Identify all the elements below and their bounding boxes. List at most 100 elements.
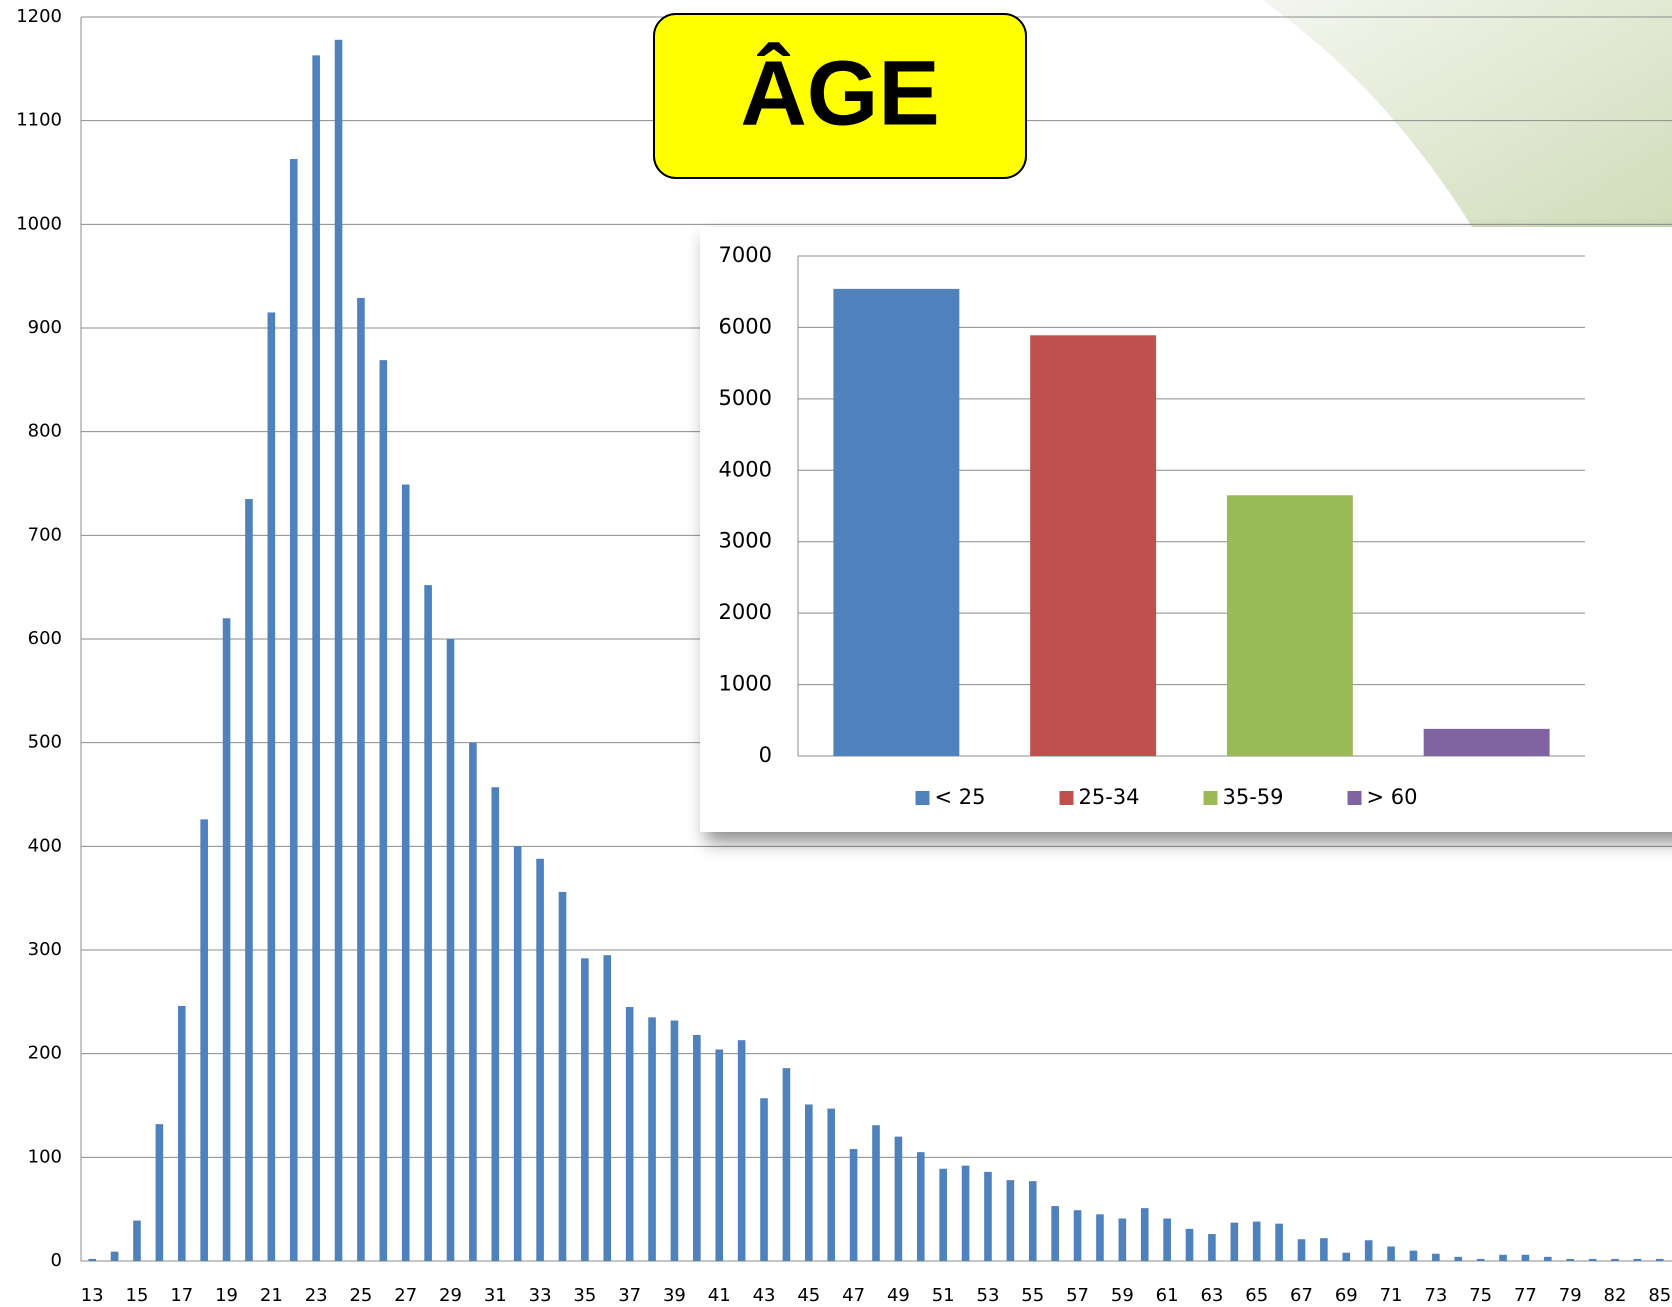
y-tick-label: 200 [28,1043,62,1064]
x-tick-label: 43 [753,1285,776,1306]
x-tick-label: 15 [126,1285,149,1306]
x-tick-label: 35 [573,1285,596,1306]
bar [1140,1208,1149,1261]
x-tick-label: 57 [1066,1285,1089,1306]
bar [513,846,522,1261]
bar [670,1020,679,1261]
bar [1226,495,1353,756]
bar [1006,1180,1015,1261]
bar [1423,728,1550,756]
bar [1364,1240,1373,1261]
y-tick-label: 1100 [16,110,62,131]
x-tick-label: 55 [1021,1285,1044,1306]
x-tick-label: 27 [394,1285,417,1306]
x-tick-label: 82 [1604,1285,1627,1306]
title-box [653,13,1027,179]
bar [155,1124,164,1261]
bar [648,1017,656,1261]
bar [1073,1210,1082,1261]
x-tick-label: 75 [1469,1285,1492,1306]
y-tick-label: 1000 [16,213,62,234]
bar [833,288,960,756]
bar [222,618,231,1261]
x-tick-label: 29 [439,1285,462,1306]
legend-label: 25-34 [1079,785,1140,809]
x-tick-label: 49 [887,1285,910,1306]
bar [760,1098,768,1261]
x-tick-label: 51 [932,1285,955,1306]
y-tick-label: 2000 [719,600,772,624]
bar [1252,1221,1261,1261]
legend-label: 35-59 [1223,785,1284,809]
bar [894,1136,903,1261]
y-tick-label: 0 [759,743,772,767]
y-tick-label: 0 [51,1250,62,1271]
bar [289,159,298,1262]
y-tick-label: 600 [28,628,62,649]
x-tick-label: 65 [1245,1285,1268,1306]
y-tick-label: 1200 [16,6,62,27]
bar [916,1152,925,1261]
bar [558,891,567,1261]
chart-title: ÂGE [740,41,939,144]
legend-swatch [1203,791,1218,805]
bar [737,1040,746,1261]
x-tick-label: 63 [1200,1285,1223,1306]
x-tick-label: 67 [1290,1285,1313,1306]
bar [715,1049,724,1261]
bar [961,1165,970,1261]
bar [1028,1181,1037,1261]
bar [984,1171,992,1261]
legend-label: > 60 [1367,785,1418,809]
x-tick-label: 61 [1156,1285,1179,1306]
bar [1544,1256,1552,1261]
bar [939,1168,947,1261]
bar [1454,1256,1463,1261]
bar [1208,1234,1216,1261]
legend-label: < 25 [935,785,986,809]
x-tick-label: 33 [529,1285,552,1306]
y-tick-label: 300 [28,939,62,960]
x-tick-label: 37 [618,1285,641,1306]
x-tick-label: 41 [708,1285,731,1306]
bar [1342,1252,1351,1261]
x-tick-label: 13 [81,1285,104,1306]
x-tick-label: 45 [797,1285,820,1306]
bar [1409,1250,1418,1261]
bar [133,1220,141,1261]
y-tick-label: 4000 [719,457,772,481]
bar [1521,1254,1530,1261]
y-tick-label: 1000 [719,672,772,696]
bar [424,585,432,1261]
y-tick-label: 900 [28,317,62,338]
bar [1566,1258,1575,1261]
bar [379,360,388,1261]
inset-chart: 0 1000 2000 3000 4000 5000 6000 7000 < 25 25-34 35… [719,243,1585,809]
bar [267,312,276,1261]
x-tick-label: 39 [663,1285,686,1306]
x-tick-label: 31 [484,1285,507,1306]
legend-swatch [1347,791,1362,805]
y-tick-label: 7000 [719,243,772,267]
x-tick-label: 59 [1111,1285,1134,1306]
x-tick-label: 23 [305,1285,328,1306]
x-tick-label: 19 [215,1285,238,1306]
histogram: 0 100 200 300 400 500 600 700 800 900 1000 1100 1200… [16,6,1672,1306]
x-tick-label: 47 [842,1285,865,1306]
page-curl [1262,0,1672,240]
y-tick-label: 100 [28,1146,62,1167]
x-tick-label: 85 [1648,1285,1671,1306]
bar [334,39,343,1262]
bar [805,1104,813,1261]
bar [312,55,320,1261]
y-tick-label: 6000 [719,314,772,338]
x-tick-label: 69 [1335,1285,1358,1306]
bar [1275,1223,1283,1261]
y-tick-label: 5000 [719,386,772,410]
bar [1185,1228,1194,1261]
bar [536,858,544,1261]
legend-swatch [915,791,930,805]
bar [827,1108,836,1261]
